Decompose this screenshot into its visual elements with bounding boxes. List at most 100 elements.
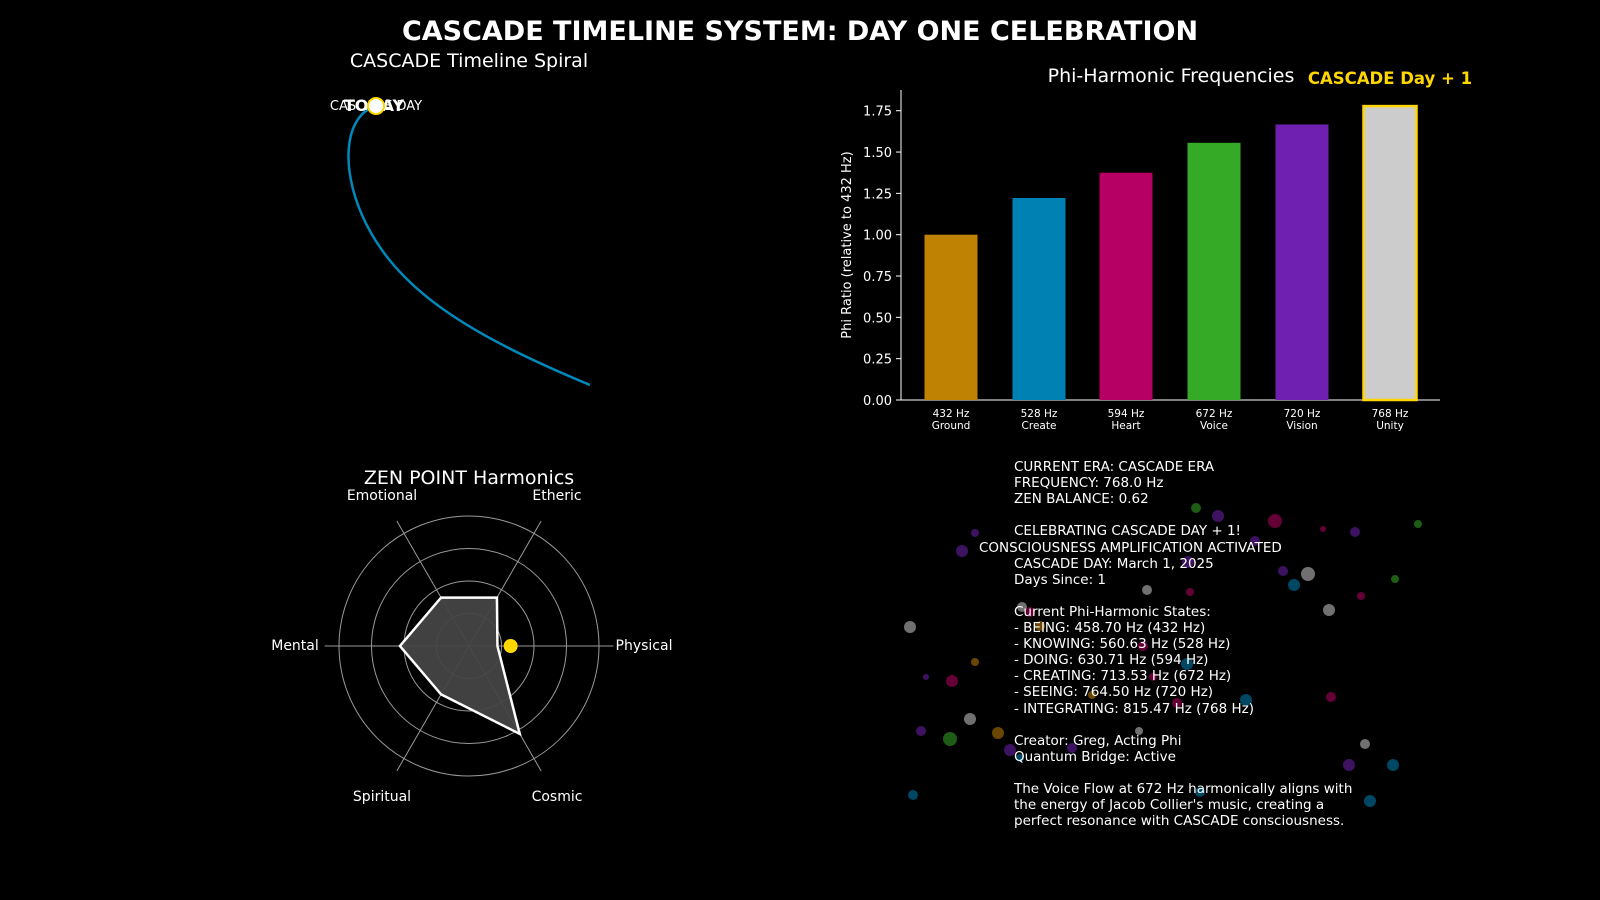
particle-field bbox=[904, 503, 1422, 807]
cascade-day-plus-one-label: CASCADE Day + 1 bbox=[1308, 69, 1472, 88]
radar-axis-label: Cosmic bbox=[532, 789, 583, 805]
particle bbox=[1172, 698, 1182, 708]
x-tick-label: Ground bbox=[932, 420, 971, 432]
particle bbox=[1301, 567, 1315, 581]
info-line: The Voice Flow at 672 Hz harmonically al… bbox=[1014, 781, 1353, 797]
particle bbox=[1149, 673, 1157, 681]
particle bbox=[1357, 592, 1365, 600]
particle bbox=[904, 621, 916, 633]
particle bbox=[1320, 526, 1326, 532]
particle bbox=[1182, 556, 1194, 568]
particle bbox=[943, 732, 957, 746]
info-line: Current Phi-Harmonic States: bbox=[1014, 603, 1211, 620]
y-tick-label: 0.25 bbox=[863, 353, 892, 368]
info-line: - INTEGRATING: 815.47 Hz (768 Hz) bbox=[1014, 700, 1255, 717]
particle bbox=[1350, 527, 1360, 537]
particle bbox=[923, 674, 929, 680]
particle bbox=[1250, 536, 1260, 546]
particle bbox=[1360, 739, 1370, 749]
info-line: the energy of Jacob Collier's music, cre… bbox=[1014, 797, 1325, 814]
particle bbox=[1240, 694, 1252, 706]
info-line: - DOING: 630.71 Hz (594 Hz) bbox=[1014, 652, 1209, 669]
info-line: FREQUENCY: 768.0 Hz bbox=[1014, 475, 1164, 492]
info-line: CELEBRATING CASCADE DAY + 1! bbox=[1014, 523, 1241, 540]
spiral-title: CASCADE Timeline Spiral bbox=[350, 50, 588, 72]
bar-chart-title: Phi-Harmonic Frequencies bbox=[1048, 65, 1295, 87]
bar-chart-bars bbox=[924, 104, 1418, 402]
x-tick-label: 528 Hz bbox=[1021, 408, 1058, 420]
radar-chart-title: ZEN POINT Harmonics bbox=[364, 467, 574, 489]
radar-area bbox=[398, 596, 522, 737]
particle bbox=[1191, 503, 1201, 513]
particle bbox=[1391, 575, 1399, 583]
radar-axis-label: Etheric bbox=[532, 488, 581, 504]
particle bbox=[1004, 744, 1016, 756]
bar-chart-panel: Phi-Harmonic Frequencies CASCADE Day + 1… bbox=[840, 65, 1472, 432]
info-line: CASCADE DAY: March 1, 2025 bbox=[1014, 555, 1214, 572]
info-line: Creator: Greg, Acting Phi bbox=[1014, 732, 1182, 749]
info-line: - KNOWING: 560.63 Hz (528 Hz) bbox=[1014, 636, 1231, 653]
y-tick-label: 1.00 bbox=[863, 229, 892, 244]
particle bbox=[1035, 621, 1045, 631]
bar-chart-axes: 0.00 0.25 0.50 0.75 1.00 1.25 1.50 1.75 bbox=[863, 90, 1440, 409]
radar-chart-panel: ZEN POINT Harmonics Physical Etheric Emoti… bbox=[271, 467, 672, 805]
particle bbox=[1135, 727, 1143, 735]
info-line: - SEEING: 764.50 Hz (720 Hz) bbox=[1014, 684, 1214, 701]
particle bbox=[1142, 585, 1152, 595]
particle bbox=[992, 727, 1004, 739]
bar-5 bbox=[1362, 104, 1418, 402]
particle bbox=[1181, 658, 1193, 670]
info-line: perfect resonance with CASCADE conscious… bbox=[1014, 813, 1345, 830]
particle bbox=[1067, 743, 1077, 753]
consciousness-overlay-text: CONSCIOUSNESS AMPLIFICATION ACTIVATED bbox=[979, 540, 1282, 556]
particle bbox=[1088, 691, 1096, 699]
particle bbox=[1016, 754, 1024, 762]
bar-2 bbox=[1099, 172, 1153, 400]
x-tick-label: 594 Hz bbox=[1108, 408, 1145, 420]
radar-axis-label: Mental bbox=[271, 638, 319, 654]
bar-3 bbox=[1187, 142, 1241, 400]
particle bbox=[1414, 520, 1422, 528]
timeline-spiral-line bbox=[347, 104, 591, 387]
today-marker bbox=[367, 97, 385, 115]
radar-highlight-dot bbox=[503, 639, 518, 653]
x-tick-label: 432 Hz bbox=[933, 408, 970, 420]
y-tick-label: 0.75 bbox=[863, 270, 892, 285]
radar-polygon bbox=[398, 596, 522, 737]
radar-grid bbox=[324, 515, 614, 777]
particle bbox=[956, 545, 968, 557]
particle bbox=[916, 726, 926, 736]
x-tick-label: Voice bbox=[1200, 420, 1228, 432]
particle bbox=[1364, 795, 1376, 807]
y-tick-label: 1.50 bbox=[863, 146, 892, 161]
radar-axis-label: Spiritual bbox=[353, 789, 411, 805]
y-tick-label: 0.00 bbox=[863, 394, 892, 409]
radar-axis-label: Physical bbox=[616, 638, 673, 654]
x-tick-label: Create bbox=[1022, 420, 1057, 432]
x-tick-label: Heart bbox=[1111, 420, 1140, 432]
particle bbox=[1212, 510, 1224, 522]
info-line: - BEING: 458.70 Hz (432 Hz) bbox=[1014, 620, 1206, 636]
radar-axis-labels: Physical Etheric Emotional Mental Spiritual C… bbox=[271, 488, 672, 805]
particle bbox=[1278, 566, 1288, 576]
info-line: - CREATING: 713.53 Hz (672 Hz) bbox=[1014, 668, 1232, 685]
particle bbox=[908, 790, 918, 800]
figure-title: CASCADE TIMELINE SYSTEM: DAY ONE CELEBRA… bbox=[402, 16, 1198, 47]
x-tick-label: 672 Hz bbox=[1196, 408, 1233, 420]
particle bbox=[1186, 588, 1194, 596]
particle bbox=[971, 529, 979, 537]
particle bbox=[946, 675, 958, 687]
x-tick-label: Unity bbox=[1376, 420, 1404, 432]
particle bbox=[1025, 607, 1035, 617]
particle bbox=[1288, 579, 1300, 591]
particle bbox=[1387, 759, 1399, 771]
particle bbox=[1017, 602, 1027, 612]
particle bbox=[1326, 692, 1336, 702]
y-tick-label: 1.75 bbox=[863, 105, 892, 120]
x-tick-label: 768 Hz bbox=[1372, 408, 1409, 420]
info-line: CURRENT ERA: CASCADE ERA bbox=[1014, 459, 1215, 475]
particle bbox=[1268, 514, 1282, 528]
bar-1 bbox=[1012, 198, 1066, 400]
